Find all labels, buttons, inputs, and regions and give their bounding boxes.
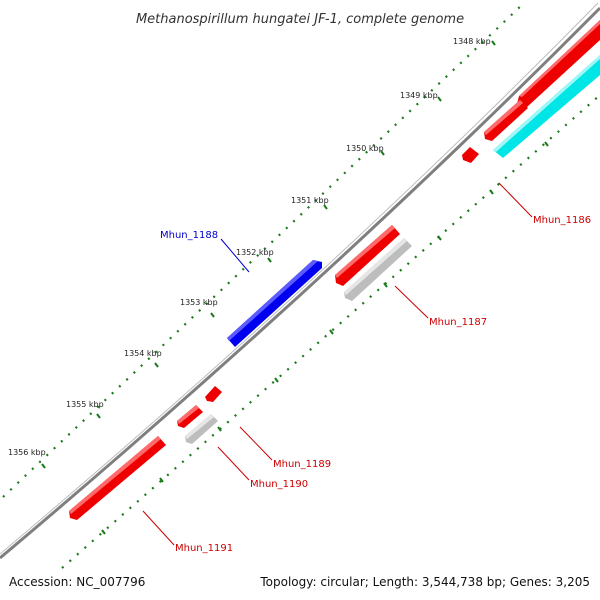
- cds-mhun-1190-gray[interactable]: [185, 414, 218, 444]
- gene-label-mhun-1186[interactable]: Mhun_1186: [533, 215, 591, 226]
- gene-label-mhun-1191[interactable]: Mhun_1191: [175, 543, 233, 554]
- tick-label-1354: 1354 kbp: [124, 349, 162, 358]
- tick-label-1356: 1356 kbp: [8, 448, 46, 457]
- tick-label-1350: 1350 kbp: [346, 144, 384, 153]
- feature-mhun-1190[interactable]: [177, 405, 203, 428]
- cds-mhun-1185-cyan[interactable]: [493, 55, 600, 158]
- feature-mhun-1189[interactable]: [205, 386, 222, 402]
- genome-backbone-highlight: [0, 2, 599, 555]
- outer-ruler-major-ticks: [41, 40, 496, 469]
- gene-label-mhun-1189[interactable]: Mhun_1189: [273, 459, 331, 470]
- feature-mhun-1185-upper[interactable]: [517, 20, 600, 107]
- tick-label-1349: 1349 kbp: [400, 91, 438, 100]
- cds-mhun-1187-gray[interactable]: [344, 238, 412, 301]
- feature-mhun-1191[interactable]: [69, 436, 166, 520]
- accession-text: Accession: NC_007796: [9, 575, 145, 589]
- tick-label-1352: 1352 kbp: [236, 248, 274, 257]
- tick-label-1355: 1355 kbp: [66, 400, 104, 409]
- feature-mhun-1185-lower[interactable]: [484, 100, 528, 141]
- feature-mhun-1187[interactable]: [335, 225, 400, 286]
- gene-label-mhun-1188[interactable]: Mhun_1188: [160, 230, 218, 241]
- gene-label-mhun-1187[interactable]: Mhun_1187: [429, 317, 487, 328]
- tick-label-1351: 1351 kbp: [291, 196, 329, 205]
- genome-backbone: [0, 6, 600, 560]
- inner-ruler-major-ticks: [101, 141, 549, 535]
- gene-label-mhun-1190[interactable]: Mhun_1190: [250, 479, 308, 490]
- tick-label-1353: 1353 kbp: [180, 298, 218, 307]
- topology-summary-text: Topology: circular; Length: 3,544,738 bp…: [259, 575, 590, 589]
- tick-label-1348: 1348 kbp: [453, 37, 491, 46]
- feature-mhun-1186[interactable]: [462, 147, 479, 163]
- map-title: Methanospirillum hungatei JF-1, complete…: [136, 12, 464, 27]
- label-leader-lines: [142, 182, 533, 546]
- feature-mhun-1188[interactable]: [227, 260, 322, 347]
